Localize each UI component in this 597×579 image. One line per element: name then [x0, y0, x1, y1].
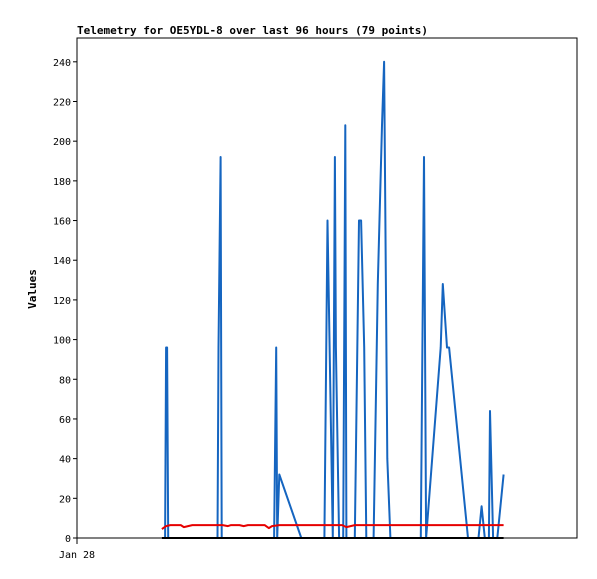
y-tick-label: 160	[53, 217, 71, 228]
y-tick-label: 200	[53, 137, 71, 148]
y-tick-label: 180	[53, 177, 71, 188]
y-axis: 0 20 40 60 80 100 120 140 160 180 200 220 240	[53, 58, 77, 545]
y-tick-label: 120	[53, 296, 71, 307]
series-line-1	[164, 62, 504, 538]
series-layer	[162, 62, 504, 538]
chart-title: Telemetry for OE5YDL-8 over last 96 hour…	[77, 24, 428, 37]
y-tick-label: 20	[59, 494, 71, 505]
y-tick-label: 80	[59, 375, 71, 386]
y-tick-label: 140	[53, 256, 71, 267]
x-tick-label: Jan 28	[59, 550, 95, 561]
y-tick-label: 220	[53, 97, 71, 108]
y-tick-label: 240	[53, 58, 71, 69]
y-tick-label: 60	[59, 415, 71, 426]
y-tick-label: 0	[65, 534, 71, 545]
y-tick-label: 40	[59, 455, 71, 466]
y-axis-label: Values	[26, 269, 39, 309]
y-tick-label: 100	[53, 336, 71, 347]
